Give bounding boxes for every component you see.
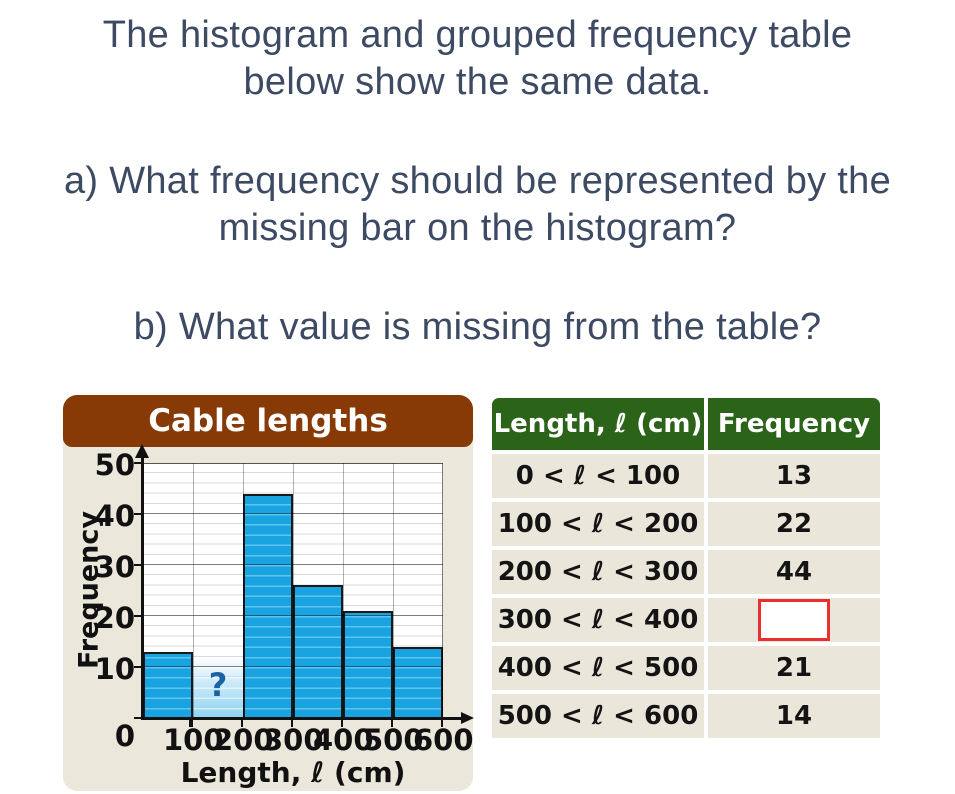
range-cell: 500 < ℓ < 600 (492, 694, 708, 738)
x-tick-label: 400 (313, 723, 374, 757)
range-cell: 100 < ℓ < 200 (492, 502, 708, 546)
y-tick-label: 30 (94, 550, 135, 584)
x-axis-label: Length, ℓ (cm) (180, 756, 406, 789)
question-text-block: The histogram and grouped frequency tabl… (0, 12, 955, 351)
intro-text: The histogram and grouped frequency tabl… (0, 12, 955, 106)
missing-value-box (758, 599, 830, 641)
intro-line-2: below show the same data. (243, 61, 712, 103)
x-tick-label: 500 (363, 723, 424, 757)
x-tick-label: 100 (163, 723, 224, 757)
plot-area: Frequency ? 0 Length, ℓ (cm) 10 20 30 40 50 1… (63, 444, 474, 791)
range-cell: 200 < ℓ < 300 (492, 550, 708, 594)
x-tick-label: 600 (413, 723, 474, 757)
origin-label: 0 (114, 719, 135, 753)
histogram-bar (243, 493, 293, 718)
missing-bar-question-mark: ? (208, 666, 228, 704)
y-tick-label: 40 (94, 499, 135, 533)
range-cell: 300 < ℓ < 400 (492, 598, 708, 642)
y-tick-marks (134, 462, 141, 720)
frequency-cell: 13 (708, 454, 880, 498)
missing-bar: ? (193, 648, 243, 718)
frequency-cell: 21 (708, 646, 880, 690)
table-row: 300 < ℓ < 400 (492, 598, 880, 642)
x-tick-marks (143, 720, 445, 727)
question-b: b) What value is missing from the table? (133, 306, 822, 348)
range-cell: 400 < ℓ < 500 (492, 646, 708, 690)
frequency-cell: 14 (708, 694, 880, 738)
intro-line-1: The histogram and grouped frequency tabl… (102, 14, 853, 56)
y-axis (141, 457, 144, 720)
histogram-bar (343, 610, 393, 718)
y-tick-label: 20 (94, 601, 135, 635)
header-cell-frequency: Frequency (717, 409, 871, 439)
histogram-bar (293, 585, 343, 718)
histogram-title: Cable lengths (148, 403, 388, 439)
x-tick-label: 200 (213, 723, 274, 757)
question-a: a) What frequency should be represented … (0, 158, 955, 252)
header-cell-length: Length, ℓ (cm) (492, 398, 708, 450)
question-a-line-1: a) What frequency should be represented … (63, 160, 892, 202)
y-axis-arrow-icon (135, 444, 149, 458)
y-tick-label: 10 (94, 652, 135, 686)
frequency-table-body: 0 < ℓ < 100 13 100 < ℓ < 200 22 200 < ℓ < 30… (492, 454, 880, 738)
histogram-panel: Cable lengths Frequency ? 0 Length, ℓ (c… (63, 395, 474, 791)
y-axis-label: Frequency (73, 510, 105, 670)
x-axis-arrow-icon (461, 712, 474, 724)
table-row: 0 < ℓ < 100 13 (492, 454, 880, 498)
frequency-table: Length, ℓ (cm) Frequency 0 < ℓ < 100 13 10… (492, 398, 880, 742)
x-tick-label: 300 (263, 723, 324, 757)
table-header-row: Length, ℓ (cm) Frequency (492, 398, 880, 450)
question-a-line-2: missing bar on the histogram? (218, 207, 737, 249)
histogram-bar (143, 651, 193, 718)
table-row: 500 < ℓ < 600 14 (492, 694, 880, 738)
y-tick-label: 50 (94, 448, 135, 482)
histogram-bar (393, 646, 443, 718)
table-row: 100 < ℓ < 200 22 (492, 502, 880, 546)
table-row: 200 < ℓ < 300 44 (492, 550, 880, 594)
range-cell: 0 < ℓ < 100 (492, 454, 708, 498)
x-axis (141, 717, 463, 720)
frequency-cell: 44 (708, 550, 880, 594)
frequency-cell (708, 598, 880, 642)
histogram-title-bar: Cable lengths (63, 395, 473, 447)
histogram-plot: ? (143, 463, 443, 718)
frequency-cell: 22 (708, 502, 880, 546)
table-row: 400 < ℓ < 500 21 (492, 646, 880, 690)
